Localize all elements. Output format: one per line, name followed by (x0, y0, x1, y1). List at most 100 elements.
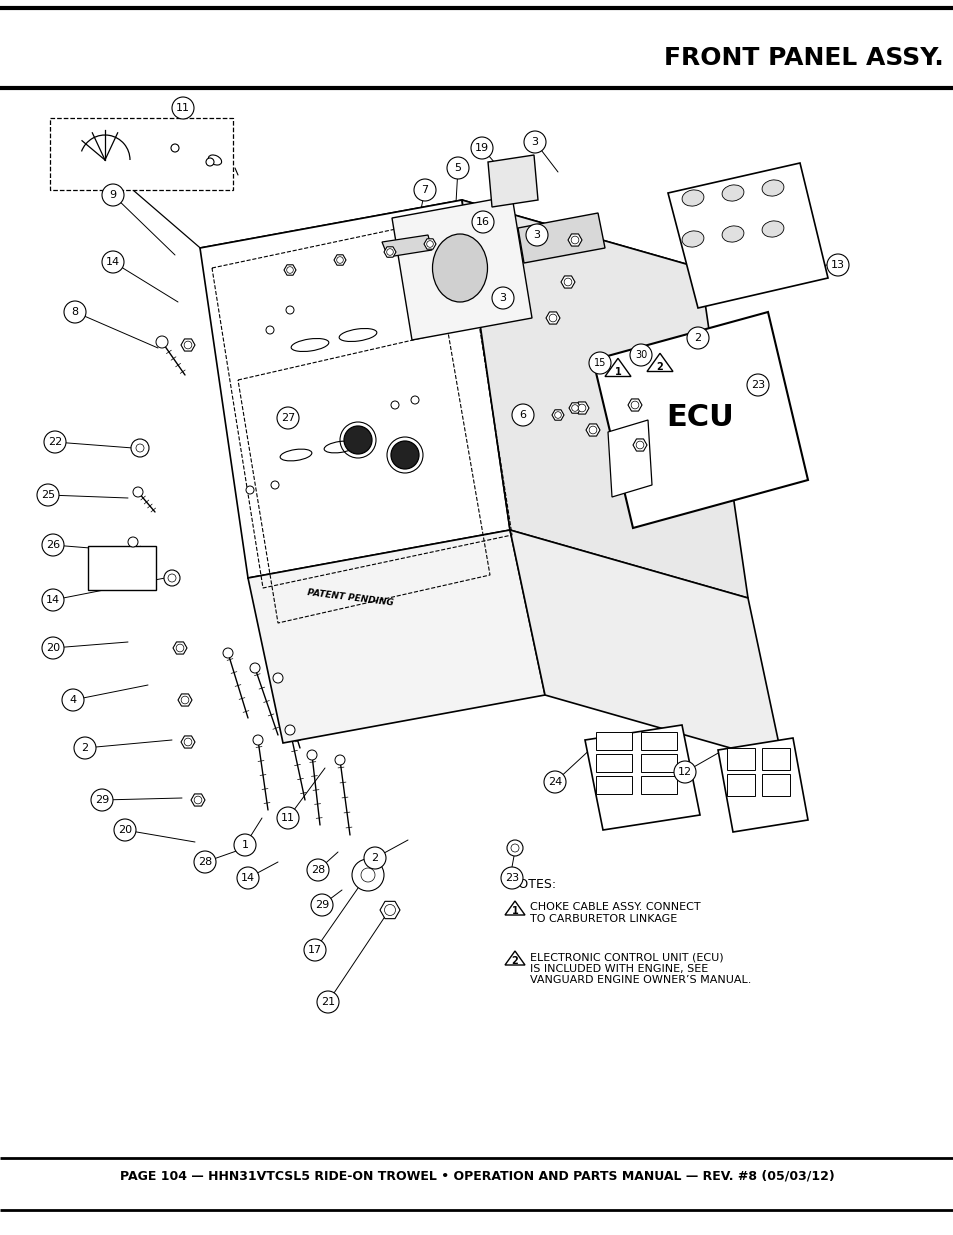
Circle shape (276, 408, 298, 429)
Circle shape (686, 327, 708, 350)
Polygon shape (718, 739, 807, 832)
Polygon shape (384, 247, 395, 257)
Polygon shape (646, 353, 672, 372)
Bar (596, 755, 631, 772)
Circle shape (506, 840, 522, 856)
Circle shape (563, 278, 571, 285)
Text: NOTES:: NOTES: (510, 878, 557, 890)
Text: 3: 3 (533, 230, 540, 240)
Circle shape (131, 438, 149, 457)
Text: 24: 24 (547, 777, 561, 787)
Text: 28: 28 (197, 857, 212, 867)
Polygon shape (181, 736, 194, 748)
Circle shape (673, 761, 696, 783)
Polygon shape (545, 312, 559, 324)
Polygon shape (575, 401, 588, 414)
Polygon shape (567, 233, 581, 246)
Text: 1: 1 (241, 840, 248, 850)
Text: 30: 30 (634, 350, 646, 359)
Polygon shape (248, 530, 544, 743)
Text: 5: 5 (454, 163, 461, 173)
Polygon shape (191, 794, 205, 806)
Polygon shape (510, 530, 782, 763)
Text: 11: 11 (175, 103, 190, 112)
Circle shape (426, 241, 433, 247)
Circle shape (414, 179, 436, 201)
Bar (726, 774, 754, 797)
Polygon shape (504, 951, 524, 965)
Polygon shape (379, 902, 399, 919)
Circle shape (42, 637, 64, 659)
Circle shape (364, 847, 386, 869)
Polygon shape (667, 163, 827, 308)
Circle shape (636, 441, 643, 448)
Circle shape (471, 137, 493, 159)
Ellipse shape (208, 154, 221, 165)
Text: PATENT PENDING: PATENT PENDING (306, 588, 394, 608)
Polygon shape (423, 238, 436, 249)
Circle shape (589, 426, 597, 433)
Text: 21: 21 (320, 997, 335, 1007)
Circle shape (286, 306, 294, 314)
Polygon shape (488, 156, 537, 207)
Ellipse shape (681, 190, 703, 206)
Bar (761, 748, 789, 769)
Polygon shape (593, 312, 807, 529)
Text: 20: 20 (46, 643, 60, 653)
Polygon shape (504, 902, 524, 915)
Circle shape (276, 806, 298, 829)
Text: 2: 2 (694, 333, 700, 343)
Polygon shape (585, 424, 599, 436)
Circle shape (171, 144, 179, 152)
Circle shape (826, 254, 848, 275)
Ellipse shape (291, 338, 329, 352)
Text: CHOKE CABLE ASSY. CONNECT
TO CARBURETOR LINKAGE: CHOKE CABLE ASSY. CONNECT TO CARBURETOR … (530, 902, 700, 924)
Text: 2: 2 (656, 362, 662, 372)
Polygon shape (517, 212, 604, 263)
Circle shape (181, 697, 189, 704)
Circle shape (250, 663, 260, 673)
Circle shape (543, 771, 565, 793)
Polygon shape (560, 275, 575, 288)
Circle shape (391, 441, 418, 469)
Bar (596, 732, 631, 750)
Text: PAGE 104 — HHN31VTCSL5 RIDE-ON TROWEL • OPERATION AND PARTS MANUAL — REV. #8 (05: PAGE 104 — HHN31VTCSL5 RIDE-ON TROWEL • … (119, 1170, 834, 1182)
Polygon shape (633, 438, 646, 451)
Text: 16: 16 (476, 217, 490, 227)
Circle shape (102, 251, 124, 273)
Circle shape (184, 341, 192, 348)
Text: ELECTRONIC CONTROL UNIT (ECU)
IS INCLUDED WITH ENGINE, SEE
VANGUARD ENGINE OWNER: ELECTRONIC CONTROL UNIT (ECU) IS INCLUDE… (530, 952, 751, 986)
Text: 2: 2 (81, 743, 89, 753)
Circle shape (311, 894, 333, 916)
Ellipse shape (339, 329, 376, 342)
Text: 3: 3 (499, 293, 506, 303)
Circle shape (578, 404, 585, 411)
Circle shape (492, 287, 514, 309)
Circle shape (511, 844, 518, 852)
Circle shape (554, 411, 560, 419)
Bar (726, 748, 754, 769)
Text: FRONT PANEL ASSY.: FRONT PANEL ASSY. (663, 46, 943, 70)
Polygon shape (461, 200, 747, 598)
Circle shape (629, 345, 651, 366)
Circle shape (500, 867, 522, 889)
Text: 26: 26 (46, 540, 60, 550)
Circle shape (246, 487, 253, 494)
Text: 4: 4 (70, 695, 76, 705)
Circle shape (253, 735, 263, 745)
Circle shape (164, 571, 180, 585)
Circle shape (571, 236, 578, 243)
Circle shape (512, 404, 534, 426)
Polygon shape (392, 196, 532, 340)
Circle shape (304, 939, 326, 961)
Circle shape (42, 589, 64, 611)
Polygon shape (178, 694, 192, 706)
Text: 27: 27 (280, 412, 294, 424)
Circle shape (447, 157, 469, 179)
Circle shape (168, 574, 175, 582)
Circle shape (184, 739, 192, 746)
Text: 2: 2 (511, 956, 517, 967)
Circle shape (307, 750, 316, 760)
Circle shape (64, 301, 86, 324)
Text: 23: 23 (504, 873, 518, 883)
